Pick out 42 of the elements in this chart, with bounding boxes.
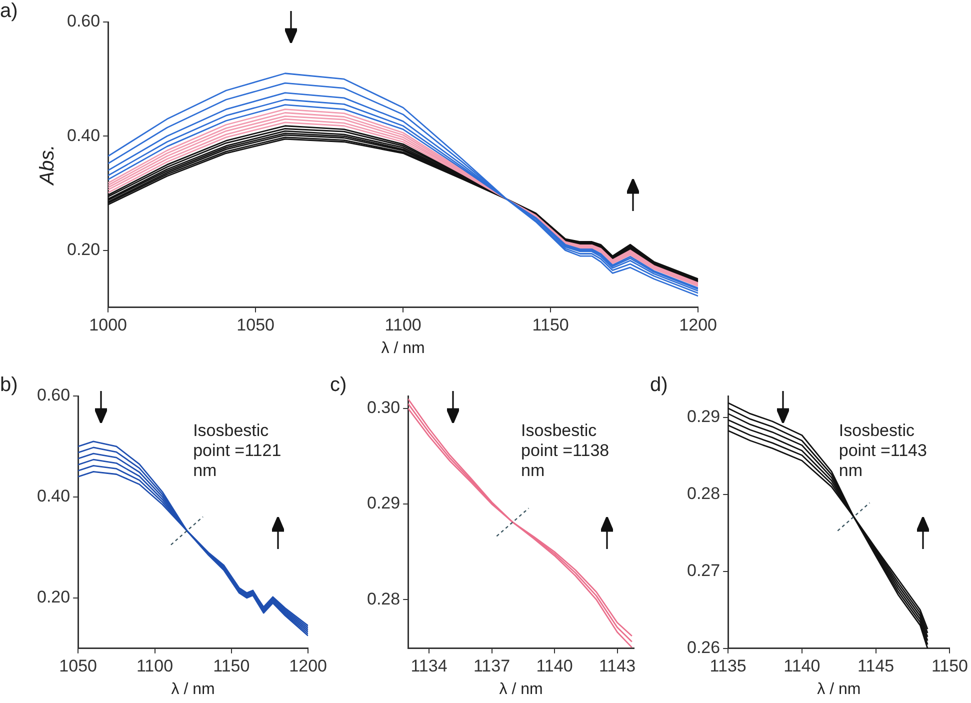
x-tick-label: 1137 xyxy=(473,656,510,676)
y-tick-label: 0.28 xyxy=(686,484,720,504)
x-tick-label: 1145 xyxy=(858,656,894,676)
y-tick-label: 0.20 xyxy=(36,588,70,607)
x-axis-title: λ / nm xyxy=(381,340,425,357)
x-axis-title: λ / nm xyxy=(817,680,861,698)
annotation: Isosbestic point =1138 nm xyxy=(521,421,610,482)
x-tick-label: 1050 xyxy=(236,315,274,334)
x-tick-label: 1100 xyxy=(384,315,422,334)
y-tick-label: 0.28 xyxy=(366,589,400,608)
y-tick-label: 0.60 xyxy=(36,386,70,405)
y-tick-label: 0.29 xyxy=(686,407,720,426)
chart-title: c) xyxy=(330,374,347,397)
x-tick-label: 1135 xyxy=(710,656,746,676)
x-tick-label: 1150 xyxy=(931,656,968,676)
annotation: Isosbestic point =1121 nm xyxy=(193,421,282,482)
y-tick-label: 0.60 xyxy=(66,12,100,31)
x-tick-label: 1200 xyxy=(289,656,328,676)
y-tick-label: 0.40 xyxy=(66,126,100,145)
x-tick-label: 1050 xyxy=(59,656,97,676)
x-tick-label: 1140 xyxy=(784,656,820,676)
x-tick-label: 1100 xyxy=(136,656,174,676)
y-tick-label: 0.30 xyxy=(366,398,400,418)
y-tick-label: 0.29 xyxy=(366,494,400,513)
x-tick-label: 1143 xyxy=(598,656,636,676)
x-tick-label: 1200 xyxy=(679,315,718,334)
x-tick-label: 1000 xyxy=(89,315,127,334)
y-tick-label: 0.27 xyxy=(686,561,720,580)
x-tick-label: 1150 xyxy=(213,656,250,676)
chart-title: d) xyxy=(650,374,668,397)
x-axis-title: λ / nm xyxy=(499,680,543,698)
chart-title: b) xyxy=(0,374,18,397)
annotation: Isosbestic point =1143 nm xyxy=(838,421,928,482)
x-tick-label: 1140 xyxy=(536,656,573,676)
x-axis-title: λ / nm xyxy=(171,680,215,698)
chart-title: a) xyxy=(0,0,18,23)
x-tick-label: 1134 xyxy=(410,656,448,676)
x-tick-label: 1150 xyxy=(532,315,569,334)
y-tick-label: 0.40 xyxy=(36,486,70,506)
y-tick-label: 0.26 xyxy=(686,638,720,658)
y-tick-label: 0.20 xyxy=(66,240,100,260)
y-axis-title: Abs. xyxy=(36,144,59,186)
